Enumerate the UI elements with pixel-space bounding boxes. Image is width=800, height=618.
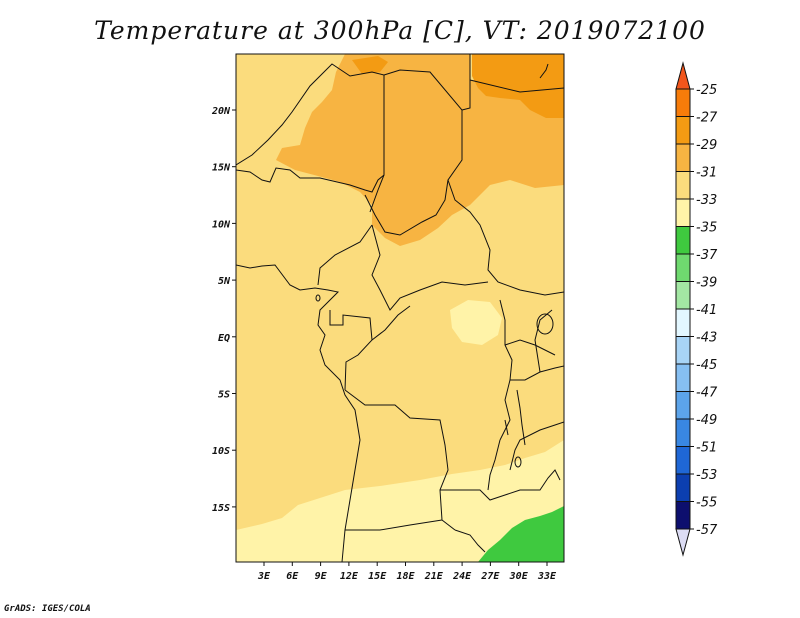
map-frame bbox=[235, 53, 565, 563]
colorbar-swatch bbox=[675, 391, 691, 420]
colorbar-label: -41 bbox=[696, 303, 717, 318]
field-33-35-central bbox=[450, 300, 502, 345]
field-29-31-north bbox=[276, 54, 564, 246]
colorbar-swatch bbox=[675, 281, 691, 310]
map-title: Temperature at 300hPa [C], VT: 201907210… bbox=[94, 16, 706, 45]
colorbar-label: -27 bbox=[696, 111, 718, 126]
lon-tick-label: 12E bbox=[340, 571, 359, 582]
colorbar-label: -25 bbox=[696, 83, 717, 98]
colorbar-top-cap bbox=[675, 61, 691, 90]
lat-tick-label: 5S bbox=[218, 390, 230, 401]
colorbar-label: -45 bbox=[696, 358, 717, 373]
field-27-29-northeast bbox=[472, 54, 564, 118]
colorbar-swatch bbox=[675, 116, 691, 145]
colorbar-label: -53 bbox=[696, 468, 717, 483]
temperature-field bbox=[236, 54, 564, 562]
colorbar-label: -37 bbox=[696, 248, 718, 263]
lat-tick-label: 15S bbox=[212, 503, 230, 514]
lon-tick-label: 21E bbox=[424, 571, 444, 582]
lon-tick-label: 6E bbox=[286, 571, 299, 582]
lon-tick-label: 33E bbox=[537, 571, 557, 582]
colorbar-label: -51 bbox=[696, 441, 717, 456]
field-27-29-small bbox=[352, 56, 388, 74]
colorbar-swatch bbox=[675, 446, 691, 475]
field-33-35-south bbox=[236, 440, 564, 562]
colorbar-swatch bbox=[675, 198, 691, 227]
colorbar-label: -39 bbox=[696, 276, 717, 291]
colorbar-label: -47 bbox=[696, 386, 718, 401]
lon-tick-label: 27E bbox=[480, 571, 500, 582]
credit-text: GrADS: IGES/COLA bbox=[4, 604, 91, 614]
colorbar-swatch bbox=[675, 473, 691, 502]
lon-tick-label: 9E bbox=[315, 571, 328, 582]
lon-tick-label: 24E bbox=[452, 571, 472, 582]
colorbar-label: -31 bbox=[696, 166, 717, 181]
colorbar-label: -29 bbox=[696, 138, 717, 153]
colorbar-label: -55 bbox=[696, 496, 717, 511]
lat-tick-label: 20N bbox=[211, 106, 231, 117]
country-borders bbox=[236, 54, 564, 562]
colorbar-bottom-cap bbox=[675, 528, 691, 557]
latitude-axis: 20N 15N 10N 5N EQ 5S 10S 15S bbox=[211, 106, 236, 514]
colorbar-swatch bbox=[675, 226, 691, 255]
colorbar-swatch bbox=[675, 88, 691, 117]
colorbar-swatch bbox=[675, 171, 691, 200]
lon-tick-label: 18E bbox=[396, 571, 415, 582]
colorbar-label: -35 bbox=[696, 221, 717, 236]
colorbar-swatch bbox=[675, 418, 691, 447]
colorbar-swatch bbox=[675, 143, 691, 172]
lat-tick-label: 5N bbox=[218, 276, 231, 287]
colorbar: -25 -27 -29 -31 -33 -35 -37 -39 -41 -43 -45 -47 -49 -… bbox=[675, 61, 718, 557]
colorbar-swatch bbox=[675, 308, 691, 337]
lakes bbox=[315, 63, 554, 468]
colorbar-label: -57 bbox=[696, 523, 718, 538]
colorbar-label: -33 bbox=[696, 193, 717, 208]
lat-tick-label: 15N bbox=[212, 163, 231, 174]
colorbar-label: -43 bbox=[696, 331, 717, 346]
colorbar-swatch bbox=[675, 363, 691, 392]
field-35-37-southeast bbox=[478, 506, 564, 562]
colorbar-swatch bbox=[675, 501, 691, 530]
lon-tick-label: 15E bbox=[368, 571, 387, 582]
longitude-axis: 3E 6E 9E 12E 15E 18E 21E 24E 27E 30E 33E bbox=[257, 562, 557, 582]
lat-tick-label: 10N bbox=[212, 219, 231, 230]
lon-tick-label: 3E bbox=[257, 571, 271, 582]
lat-tick-label: 10S bbox=[212, 446, 230, 457]
lon-tick-label: 30E bbox=[509, 571, 529, 582]
colorbar-label: -49 bbox=[696, 413, 717, 428]
colorbar-swatch bbox=[675, 253, 691, 282]
colorbar-swatch bbox=[675, 336, 691, 365]
lat-tick-label: EQ bbox=[218, 333, 230, 344]
